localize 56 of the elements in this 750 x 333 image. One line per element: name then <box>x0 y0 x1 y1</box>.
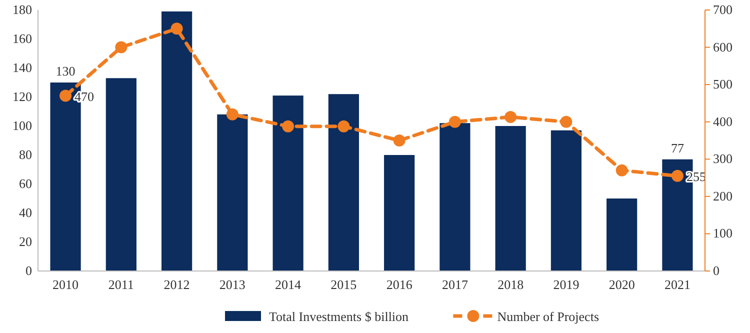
y-tick-label: 100 <box>12 118 32 133</box>
y-tick-label: 60 <box>19 176 32 191</box>
x-tick-label: 2015 <box>330 277 357 292</box>
x-tick-label: 2013 <box>219 277 246 292</box>
point <box>338 120 350 132</box>
bar <box>550 130 582 271</box>
y-tick-label: 80 <box>19 147 32 162</box>
point <box>115 41 128 54</box>
y-tick-label: 140 <box>12 60 32 75</box>
x-tick-label: 2012 <box>164 277 190 292</box>
point <box>170 22 183 35</box>
y-tick-label: 160 <box>12 31 32 46</box>
x-tick-label: 2018 <box>498 277 524 292</box>
y2-tick-label: 500 <box>713 76 732 92</box>
y2-tick-label: 0 <box>713 263 720 278</box>
y2-tick-label: 400 <box>713 114 732 129</box>
x-tick-label: 2017 <box>442 277 468 292</box>
data-label: 130 <box>56 64 76 78</box>
x-tick-label: 2011 <box>108 277 134 292</box>
point <box>393 134 406 146</box>
bar <box>162 11 192 271</box>
y2-tick-label: 700 <box>713 2 732 17</box>
x-tick-label: 2014 <box>275 277 302 292</box>
point <box>448 116 461 128</box>
x-tick-label: 2021 <box>664 277 690 292</box>
y-tick-label: 0 <box>26 263 32 278</box>
bar <box>606 198 638 271</box>
bar <box>495 126 526 271</box>
y-tick-label: 40 <box>19 205 32 220</box>
point <box>226 108 238 120</box>
bar <box>384 155 415 271</box>
point <box>60 90 72 102</box>
legend-label: Number of Projects <box>497 309 600 324</box>
bar <box>106 78 136 271</box>
point <box>282 120 294 132</box>
point <box>616 164 628 176</box>
x-tick-label: 2019 <box>553 277 580 292</box>
bar <box>328 94 359 271</box>
y-tick-label: 120 <box>12 89 32 104</box>
point <box>671 170 684 182</box>
y2-tick-label: 200 <box>713 188 732 204</box>
y-tick-label: 180 <box>12 2 32 17</box>
y2-tick-label: 600 <box>713 39 732 54</box>
y-tick-label: 20 <box>19 234 32 249</box>
point <box>504 111 517 124</box>
x-tick-label: 2010 <box>52 277 79 292</box>
legend-label: Total Investments $ billion <box>269 309 410 324</box>
y2-tick-label: 100 <box>713 226 732 241</box>
point <box>560 116 572 128</box>
y2-tick-label: 300 <box>713 151 732 166</box>
bar <box>440 123 470 271</box>
x-tick-label: 2016 <box>386 277 413 292</box>
bar <box>217 114 248 271</box>
bar <box>272 96 304 271</box>
x-tick-label: 2020 <box>608 277 635 292</box>
data-label: 77 <box>670 140 684 156</box>
